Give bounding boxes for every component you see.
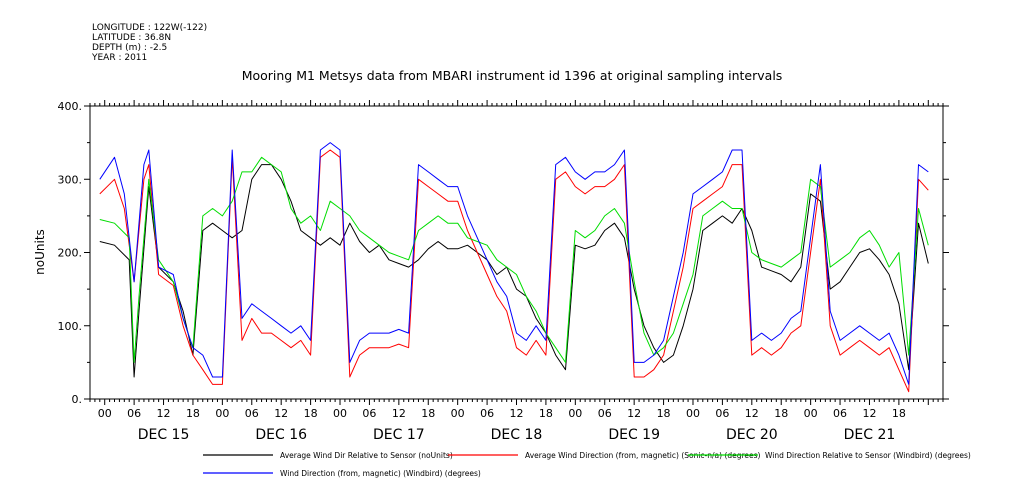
day-label: DEC 21 <box>844 427 896 443</box>
legend-label: Average Wind Direction (from, magnetic) … <box>525 451 761 460</box>
legend-label: Average Wind Dir Relative to Sensor (noU… <box>280 451 453 460</box>
day-label: DEC 15 <box>138 427 190 443</box>
x-tick-label: 18 <box>774 407 788 420</box>
x-tick-label: 18 <box>539 407 553 420</box>
x-tick-label: 00 <box>333 407 347 420</box>
y-tick-label: 0. <box>72 393 83 406</box>
x-tick-label: 12 <box>157 407 171 420</box>
x-tick-label: 06 <box>480 407 494 420</box>
y-axis-label: noUnits <box>33 229 47 275</box>
header-longitude: LONGITUDE : 122W(-122) <box>92 23 208 33</box>
y-tick-label: 300. <box>58 173 83 186</box>
x-tick-label: 06 <box>598 407 612 420</box>
series-line-average-wind-dir-relative-to-sensor-noun <box>99 164 929 378</box>
header-latitude: LATITUDE : 36.8N <box>92 33 172 43</box>
x-tick-label: 12 <box>510 407 524 420</box>
day-label: DEC 17 <box>373 427 425 443</box>
x-tick-label: 06 <box>127 407 141 420</box>
x-tick-label: 18 <box>657 407 671 420</box>
x-tick-label: 00 <box>215 407 229 420</box>
y-tick-label: 200. <box>58 247 83 260</box>
y-tick-label: 400. <box>58 100 83 113</box>
series-line-wind-direction-relative-to-sensor-windbi <box>99 156 929 363</box>
x-tick-label: 00 <box>686 407 700 420</box>
legend-label: Wind Direction (from, magnetic) (Windbir… <box>280 469 481 478</box>
x-tick-label: 12 <box>627 407 641 420</box>
x-tick-label: 18 <box>186 407 200 420</box>
y-tick-label: 100. <box>58 320 83 333</box>
series-line-wind-direction-from-magnetic-windbird-de <box>99 142 929 385</box>
x-tick-label: 06 <box>362 407 376 420</box>
x-tick-label: 12 <box>745 407 759 420</box>
header-year: YEAR : 2011 <box>92 53 148 63</box>
day-label: DEC 19 <box>608 427 660 443</box>
series-line-average-wind-direction-from-magnetic-son <box>99 149 929 393</box>
x-tick-label: 06 <box>715 407 729 420</box>
plot-frame <box>89 105 944 400</box>
x-tick-label: 06 <box>833 407 847 420</box>
header-depth: DEPTH (m) : -2.5 <box>92 43 168 53</box>
x-tick-label: 00 <box>98 407 112 420</box>
x-tick-label: 00 <box>451 407 465 420</box>
day-label: DEC 20 <box>726 427 778 443</box>
x-tick-label: 18 <box>304 407 318 420</box>
chart-title: Mooring M1 Metsys data from MBARI instru… <box>242 68 783 83</box>
x-tick-label: 12 <box>862 407 876 420</box>
x-tick-label: 00 <box>568 407 582 420</box>
x-tick-label: 18 <box>421 407 435 420</box>
x-tick-label: 06 <box>245 407 259 420</box>
x-tick-label: 12 <box>274 407 288 420</box>
day-label: DEC 18 <box>491 427 543 443</box>
legend-label: Wind Direction Relative to Sensor (Windb… <box>765 451 971 460</box>
x-tick-label: 00 <box>804 407 818 420</box>
x-tick-label: 18 <box>892 407 906 420</box>
x-tick-label: 12 <box>392 407 406 420</box>
day-label: DEC 16 <box>255 427 307 443</box>
